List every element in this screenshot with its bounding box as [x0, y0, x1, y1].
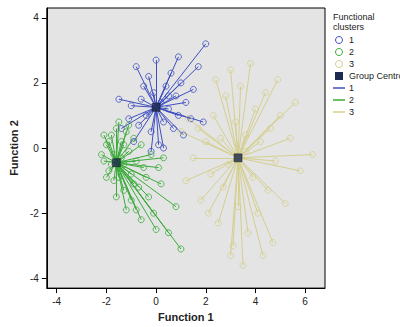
svg-text:-4: -4 — [52, 296, 61, 307]
svg-text:4: 4 — [253, 296, 259, 307]
svg-text:-4: -4 — [30, 273, 39, 284]
svg-text:3: 3 — [349, 107, 354, 117]
svg-text:0: 0 — [153, 296, 159, 307]
svg-text:6: 6 — [302, 296, 308, 307]
svg-text:Functional: Functional — [333, 12, 377, 22]
svg-text:-2: -2 — [30, 208, 39, 219]
svg-text:4: 4 — [33, 12, 39, 23]
svg-text:3: 3 — [349, 59, 354, 69]
svg-text:1: 1 — [349, 83, 354, 93]
svg-text:clusters: clusters — [333, 22, 365, 32]
svg-text:1: 1 — [349, 35, 354, 45]
svg-text:0: 0 — [33, 143, 39, 154]
svg-text:Function 1: Function 1 — [158, 311, 214, 323]
svg-text:Group Centroid: Group Centroid — [349, 71, 400, 81]
svg-text:2: 2 — [349, 47, 354, 57]
svg-text:2: 2 — [203, 296, 209, 307]
svg-text:-2: -2 — [102, 296, 111, 307]
svg-text:Function 2: Function 2 — [8, 120, 20, 176]
svg-text:2: 2 — [349, 95, 354, 105]
svg-text:2: 2 — [33, 77, 39, 88]
